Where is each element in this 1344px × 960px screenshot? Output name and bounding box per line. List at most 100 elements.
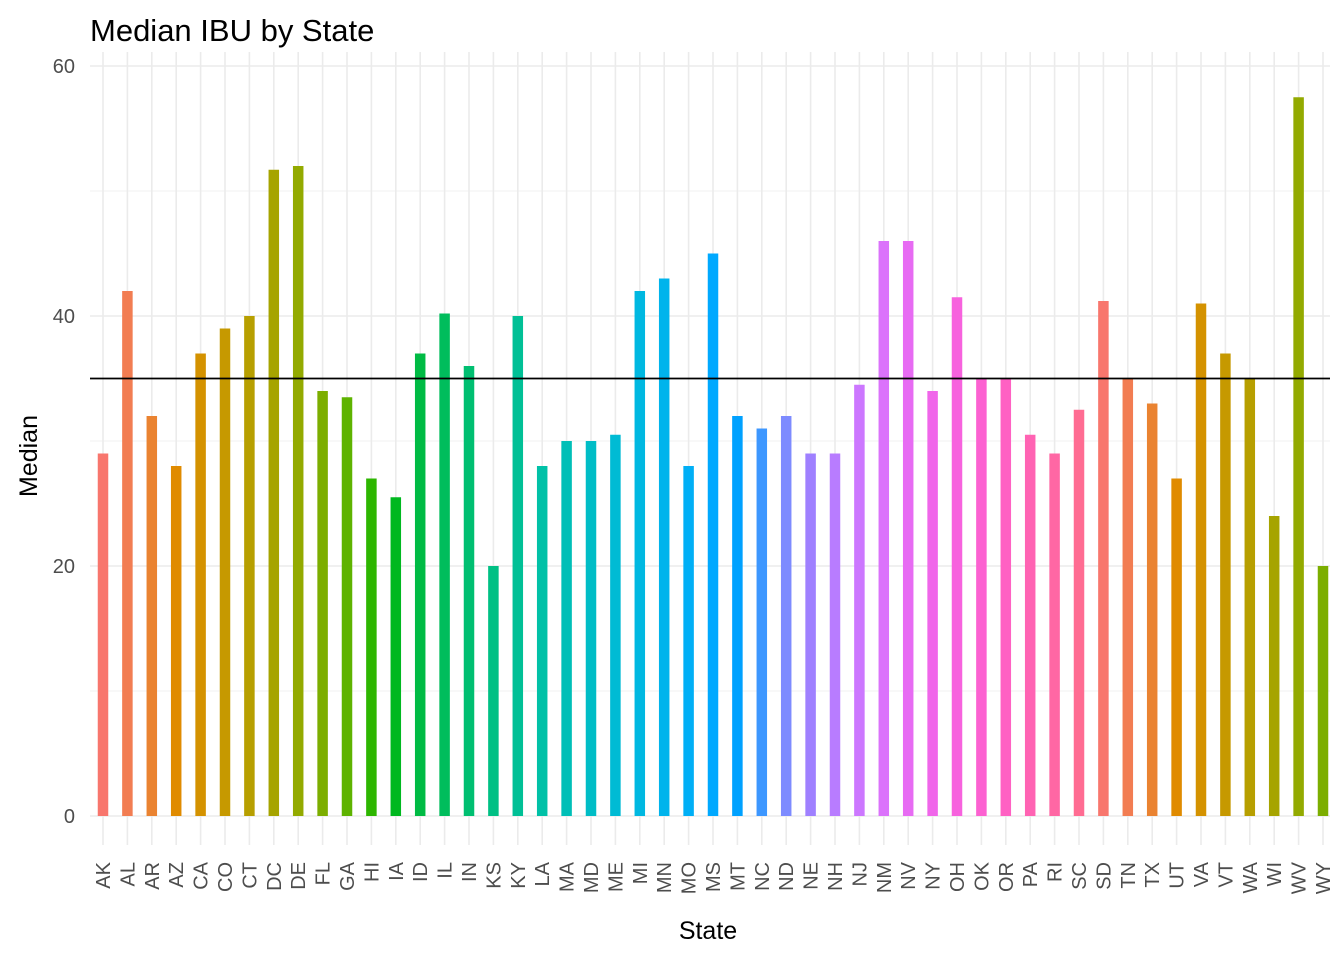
y-tick-label: 40: [53, 306, 75, 328]
bar-vt: [1220, 353, 1231, 816]
bar-mn: [658, 278, 670, 816]
bar-ia: [390, 497, 402, 816]
x-tick-label-co: CO: [215, 862, 237, 892]
bar-id: [414, 353, 426, 816]
bar-nv: [902, 241, 914, 816]
x-tick-label-ga: GA: [337, 861, 359, 891]
x-tick-label-pa: PA: [1020, 861, 1042, 887]
x-tick-label-nc: NC: [752, 862, 774, 891]
x-tick-label-id: ID: [410, 862, 432, 882]
bar-ar: [146, 416, 158, 816]
x-tick-label-hi: HI: [361, 862, 383, 882]
bar-ct: [244, 316, 255, 816]
x-tick-label-al: AL: [117, 862, 139, 886]
x-tick-label-ms: MS: [703, 862, 725, 892]
x-tick-label-ca: CA: [191, 861, 213, 889]
x-tick-label-ok: OK: [971, 861, 993, 891]
x-tick-label-tn: TN: [1118, 862, 1140, 889]
x-tick-label-tx: TX: [1142, 862, 1164, 888]
x-tick-label-il: IL: [435, 862, 457, 879]
x-tick-label-va: VA: [1191, 861, 1213, 887]
bar-ne: [805, 453, 816, 816]
x-tick-label-az: AZ: [166, 862, 188, 888]
x-tick-label-ne: NE: [801, 862, 823, 890]
x-tick-label-wa: WA: [1240, 861, 1262, 893]
y-axis-title: Median: [15, 415, 43, 497]
bar-hi: [366, 478, 377, 816]
x-tick-label-dc: DC: [264, 862, 286, 891]
x-tick-label-la: LA: [532, 861, 554, 886]
x-tick-label-ar: AR: [142, 862, 164, 890]
bar-va: [1195, 303, 1207, 816]
bar-dc: [268, 169, 280, 816]
bar-nj: [854, 384, 865, 816]
x-tick-label-fl: FL: [313, 862, 335, 885]
x-tick-label-ks: KS: [483, 862, 505, 889]
x-tick-label-mi: MI: [630, 862, 652, 884]
bar-ms: [707, 253, 719, 816]
bar-sd: [1098, 301, 1109, 816]
bar-wa: [1244, 378, 1256, 816]
bar-la: [536, 466, 548, 816]
bar-il: [439, 313, 450, 816]
x-tick-label-wy: WY: [1313, 862, 1335, 894]
x-tick-label-or: OR: [996, 862, 1018, 892]
bar-ak: [97, 453, 109, 816]
bar-mt: [732, 416, 743, 816]
bar-sc: [1073, 409, 1085, 816]
bar-ks: [488, 566, 499, 816]
bar-nh: [829, 453, 841, 816]
bar-az: [170, 466, 182, 816]
bar-ri: [1049, 453, 1060, 816]
x-axis-title: State: [679, 917, 737, 945]
bar-tx: [1146, 403, 1158, 816]
bar-mi: [634, 291, 646, 816]
bar-or: [1000, 378, 1012, 816]
x-tick-label-nh: NH: [825, 862, 847, 891]
bar-ut: [1171, 478, 1182, 816]
bar-ok: [976, 378, 987, 816]
bar-mo: [683, 466, 694, 816]
x-tick-label-ia: IA: [386, 861, 408, 881]
bar-nd: [780, 416, 792, 816]
x-tick-label-sc: SC: [1069, 862, 1091, 890]
x-tick-label-de: DE: [288, 862, 310, 890]
x-tick-label-sd: SD: [1093, 862, 1115, 890]
x-tick-label-ny: NY: [923, 862, 945, 890]
bar-nm: [878, 241, 890, 816]
y-tick-label: 20: [53, 556, 75, 578]
x-tick-label-wi: WI: [1264, 862, 1286, 886]
x-tick-label-in: IN: [459, 862, 481, 882]
bar-ga: [341, 397, 353, 816]
x-tick-label-ky: KY: [508, 862, 530, 889]
bar-wv: [1293, 97, 1304, 816]
chart-title: Median IBU by State: [90, 13, 374, 48]
y-tick-label: 60: [53, 56, 75, 78]
x-tick-label-oh: OH: [947, 862, 969, 892]
bar-ma: [561, 441, 572, 816]
bar-me: [610, 434, 621, 816]
x-tick-label-nm: NM: [874, 862, 896, 893]
x-tick-label-wv: WV: [1289, 861, 1311, 894]
bar-nc: [756, 428, 768, 816]
bar-de: [292, 166, 304, 816]
x-tick-label-me: ME: [605, 862, 627, 892]
bar-fl: [317, 391, 328, 816]
bar-ky: [512, 316, 524, 816]
x-tick-label-ut: UT: [1167, 862, 1189, 889]
x-tick-label-ct: CT: [239, 862, 261, 889]
bar-in: [463, 366, 475, 816]
x-tick-label-ma: MA: [557, 861, 579, 892]
bar-al: [122, 291, 133, 816]
x-tick-label-ak: AK: [93, 861, 115, 888]
bar-wy: [1317, 566, 1329, 816]
bar-md: [585, 441, 597, 816]
y-tick-label: 0: [64, 806, 75, 828]
bar-tn: [1122, 378, 1134, 816]
x-axis-ticks: AK AL AR AZ CA CO CT DC DE FL GA HI IA ID IL IN KS KY LA MA…: [93, 861, 1335, 894]
bar-pa: [1024, 434, 1036, 816]
x-tick-label-ri: RI: [1045, 862, 1067, 882]
x-tick-label-md: MD: [581, 862, 603, 893]
